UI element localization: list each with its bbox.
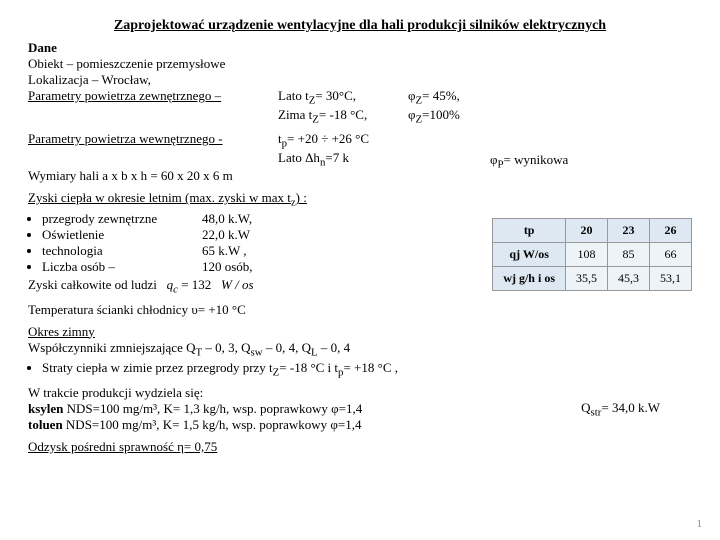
th-23: 23 — [608, 219, 650, 243]
dh-line: Lato Δhn=7 k — [278, 150, 349, 169]
pw-section: Parametry powietrza wewnętrznego - tp= +… — [28, 131, 692, 184]
qstr: Qstr= 34,0 k.W — [581, 400, 660, 419]
phi-lato: φZ= 45%, — [408, 88, 498, 107]
prod-l3: toluen NDS=100 mg/m³, K= 1,5 kg/h, wsp. … — [28, 417, 692, 433]
page-title: Zaprojektować urządzenie wentylacyjne dl… — [28, 18, 692, 34]
straty-line: Straty ciepła w zimie przez przegrody pr… — [42, 360, 692, 379]
pz-label: Parametry powietrza zewnętrznego – — [28, 88, 278, 107]
wymiary-line: Wymiary hali a x b x h = 60 x 20 x 6 m — [28, 168, 692, 184]
row-qj: qj W/os — [493, 243, 566, 267]
th-tp: tp — [493, 219, 566, 243]
prod-l1: W trakcie produkcji wydziela się: — [28, 385, 692, 401]
tp-table: tp 20 23 26 qj W/os 108 85 66 wj g/h i o… — [492, 218, 692, 291]
cell: 85 — [608, 243, 650, 267]
page-number: 1 — [697, 518, 703, 530]
phi-zima: φZ=100% — [408, 107, 498, 126]
cell: 35,5 — [566, 267, 608, 291]
cell: 53,1 — [650, 267, 692, 291]
th-20: 20 — [566, 219, 608, 243]
temp-sc: Temperatura ścianki chłodnicy υ= +10 °C — [28, 302, 692, 318]
zima-tz: Zima tZ= -18 °C, — [278, 107, 408, 126]
th-26: 26 — [650, 219, 692, 243]
cell: 66 — [650, 243, 692, 267]
tp-line: tp= +20 ÷ +26 °C — [278, 131, 369, 150]
lokalizacja-line: Lokalizacja – Wrocław, — [28, 72, 692, 88]
lato-tz: Lato tZ= 30°C, — [278, 88, 408, 107]
zyski-heading: Zyski ciepła w okresie letnim (max. zysk… — [28, 190, 307, 205]
dane-section: Dane Obiekt – pomieszczenie przemysłowe … — [28, 40, 692, 125]
odzysk-line: Odzysk pośredni sprawność η= 0,75 — [28, 439, 692, 455]
okres-section: Okres zimny Współczynniki zmniejszające … — [28, 324, 692, 379]
dane-heading: Dane — [28, 40, 692, 56]
wsp-line: Współczynniki zmniejszające QT – 0, 3, Q… — [28, 340, 692, 359]
obiekt-line: Obiekt – pomieszczenie przemysłowe — [28, 56, 692, 72]
phi-p: φP= wynikowa — [490, 152, 568, 171]
okres-heading: Okres zimny — [28, 324, 692, 340]
cell: 45,3 — [608, 267, 650, 291]
pw-label: Parametry powietrza wewnętrznego - — [28, 131, 278, 150]
cell: 108 — [566, 243, 608, 267]
row-wj: wj g/h i os — [493, 267, 566, 291]
